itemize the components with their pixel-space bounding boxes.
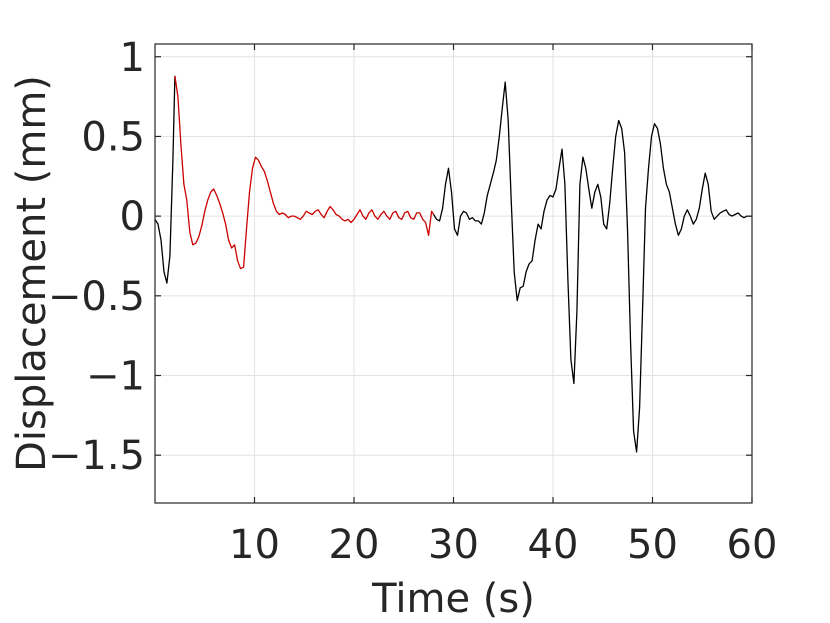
series-line-1 bbox=[154, 75, 176, 284]
y-tick-label: 1 bbox=[120, 35, 145, 81]
y-tick-label: 0.5 bbox=[81, 114, 145, 160]
x-tick-label: 40 bbox=[528, 522, 579, 568]
grid bbox=[155, 44, 753, 503]
y-tick-label: −1.5 bbox=[48, 433, 145, 479]
y-tick-label: −1 bbox=[86, 354, 145, 400]
series-line-2 bbox=[174, 75, 435, 270]
x-axis-label: Time (s) bbox=[371, 576, 535, 622]
y-tick-label: 0 bbox=[120, 194, 145, 240]
x-axis-tick-labels: 10 20 30 40 50 60 bbox=[229, 522, 777, 568]
plot-series bbox=[154, 75, 752, 453]
x-tick-label: 50 bbox=[627, 522, 678, 568]
x-tick-label: 10 bbox=[229, 522, 280, 568]
y-tick-label: −0.5 bbox=[48, 274, 145, 320]
x-tick-label: 30 bbox=[428, 522, 479, 568]
y-axis-label: Displacement (mm) bbox=[9, 75, 55, 472]
y-axis-tick-labels: 1 0.5 0 −0.5 −1 −1.5 bbox=[48, 35, 145, 479]
x-tick-label: 60 bbox=[727, 522, 778, 568]
x-tick-label: 20 bbox=[329, 522, 380, 568]
series-line-3 bbox=[433, 81, 752, 453]
axis-ticks bbox=[155, 44, 753, 503]
